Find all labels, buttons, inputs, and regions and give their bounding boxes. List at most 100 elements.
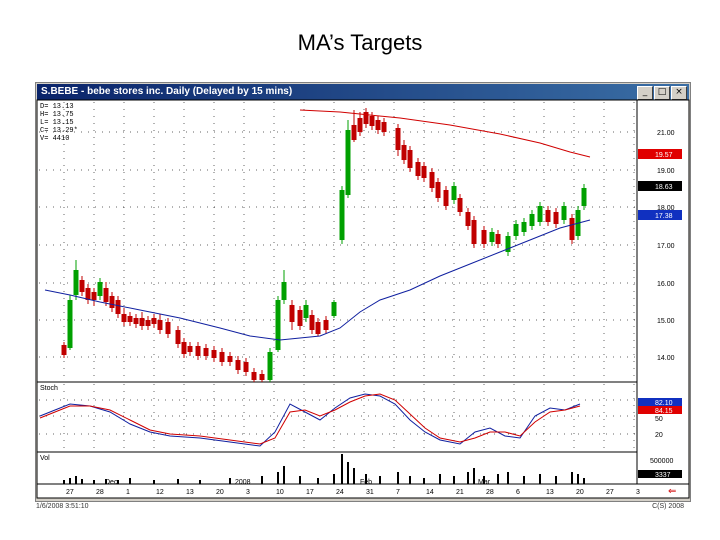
volume-bar [333, 474, 335, 484]
candle-body [195, 346, 201, 356]
price-tick-label: 21.00 [657, 130, 675, 137]
date-tick-label: 20 [576, 489, 584, 496]
candle-body [375, 120, 381, 130]
candle-body [165, 322, 171, 334]
volume-bar [439, 474, 441, 484]
price-tick-label: 14.00 [657, 355, 675, 362]
price-badge-label: 18.63 [655, 184, 673, 191]
volume-bar [75, 476, 77, 484]
volume-bar [299, 476, 301, 484]
window-title: S.BEBE - bebe stores inc. Daily (Delayed… [41, 86, 293, 97]
date-tick-label: 12 [156, 489, 164, 496]
volume-panel [36, 451, 638, 485]
info-line: D= 13.13 [40, 103, 74, 111]
candle-body [151, 318, 157, 324]
volume-bar [483, 476, 485, 484]
candle-body [303, 305, 309, 318]
candle-body [561, 206, 567, 220]
close-button[interactable]: × [671, 86, 687, 100]
volume-bar [317, 478, 319, 484]
maximize-button[interactable]: □ [654, 86, 670, 100]
volume-bar [105, 479, 107, 484]
footer-left: 1/6/2008 3:51:10 [36, 503, 89, 510]
date-tick-label: 10 [276, 489, 284, 496]
date-tick-label: 28 [486, 489, 494, 496]
candle-body [91, 292, 97, 300]
date-tick-label: 27 [606, 489, 614, 496]
volume-bar [423, 478, 425, 484]
candle-body [351, 125, 357, 140]
candle-body [259, 374, 265, 380]
volume-bar [177, 479, 179, 484]
axis-panel [636, 99, 690, 485]
candle-body [97, 282, 103, 296]
candle-body [407, 150, 413, 168]
candle-body [505, 236, 511, 252]
volume-bar [539, 474, 541, 484]
candle-body [227, 356, 233, 362]
candle-body [61, 345, 67, 355]
date-tick-label: 14 [426, 489, 434, 496]
volume-bar [199, 480, 201, 484]
volume-bar [467, 472, 469, 484]
candle-body [471, 220, 477, 244]
volume-bar [409, 476, 411, 484]
date-tick-label: 1 [126, 489, 130, 496]
date-tick-label: 7 [396, 489, 400, 496]
volume-bar [341, 454, 343, 484]
footer-right: C(S) 2008 [652, 503, 684, 510]
price-badge [638, 149, 682, 159]
candle-body [495, 234, 501, 244]
candle-body [133, 318, 139, 324]
volume-bar [577, 474, 579, 484]
candle-body [309, 315, 315, 330]
candle-body [395, 128, 401, 150]
scroll-arrow-icon: ⇐ [668, 486, 676, 497]
candle-body [569, 218, 575, 240]
volume-bar [379, 476, 381, 484]
stochastic-panel [36, 381, 638, 453]
date-tick-label: 21 [456, 489, 464, 496]
info-line: C= 13.29* [40, 127, 78, 135]
candle-body [481, 230, 487, 244]
candle-body [369, 116, 375, 126]
volume-bar [81, 479, 83, 484]
candle-body [289, 305, 295, 322]
candle-body [537, 206, 543, 222]
price-badge-label: 19.57 [655, 152, 673, 159]
stoch-badge [638, 398, 682, 406]
volume-bar [507, 472, 509, 484]
candle-body [331, 302, 337, 316]
volume-badge-label: 3337 [655, 472, 671, 479]
candle-body [235, 360, 241, 370]
candle-body [109, 296, 115, 308]
candle-body [357, 118, 363, 132]
stochastic-k-line [39, 393, 581, 447]
slide-title: MA’s Targets [297, 30, 423, 55]
candle-body [219, 352, 225, 362]
date-tick-label: 24 [336, 489, 344, 496]
date-tick-label: 13 [546, 489, 554, 496]
candle-body [121, 314, 127, 322]
candle-body [275, 300, 281, 350]
volume-bar [93, 480, 95, 484]
volume-bar [365, 474, 367, 484]
volume-label: Vol [40, 455, 50, 462]
price-badge [638, 210, 682, 220]
moving-average-long-line [299, 109, 591, 158]
month-label: Dec [105, 479, 118, 486]
volume-bar [69, 478, 71, 484]
candle-body [381, 122, 387, 132]
volume-bar [129, 478, 131, 484]
candle-body [211, 350, 217, 358]
price-tick-label: 18.00 [657, 205, 675, 212]
candle-body [345, 130, 351, 195]
candle-body [67, 300, 73, 348]
window-titlebar[interactable]: S.BEBE - bebe stores inc. Daily (Delayed… [37, 84, 689, 101]
candle-body [415, 162, 421, 176]
candle-body [435, 182, 441, 198]
candle-body [243, 362, 249, 372]
candle-body [465, 212, 471, 226]
volume-bar [63, 480, 65, 484]
volume-bar [497, 474, 499, 484]
